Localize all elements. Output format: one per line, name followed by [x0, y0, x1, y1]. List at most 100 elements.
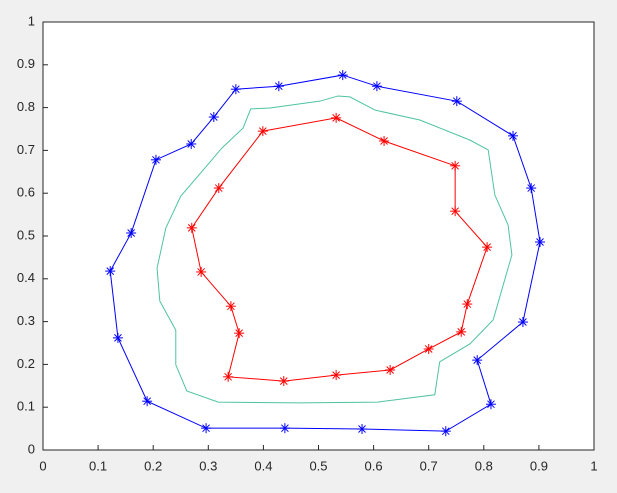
marker [150, 154, 161, 165]
marker-stroke [224, 372, 232, 381]
marker [517, 317, 528, 328]
y-tick-label: 0.1 [17, 399, 35, 414]
x-tick-label: 1 [590, 458, 597, 473]
x-tick-label: 0.3 [199, 458, 217, 473]
marker [201, 423, 212, 434]
marker-stroke [114, 334, 122, 342]
series-line [156, 95, 513, 404]
marker-stroke [519, 318, 527, 326]
marker [535, 236, 546, 247]
marker-stroke [202, 424, 210, 433]
marker-stroke [386, 366, 394, 374]
x-tick-label: 0.6 [365, 458, 383, 473]
marker-stroke [332, 371, 340, 379]
marker-stroke [424, 345, 433, 353]
x-tick-label: 0.9 [530, 458, 548, 473]
marker-stroke [457, 328, 466, 336]
marker [462, 299, 473, 310]
marker-stroke [358, 425, 366, 433]
marker-stroke [451, 161, 460, 170]
marker-stroke [452, 97, 461, 106]
marker-stroke [473, 356, 482, 364]
y-tick-label: 0.8 [17, 99, 35, 114]
marker-stroke [338, 71, 347, 79]
y-tick-label: 1 [28, 13, 35, 28]
marker-stroke [536, 238, 544, 246]
marker-stroke [235, 329, 244, 338]
marker-stroke [197, 268, 205, 276]
marker [273, 81, 284, 92]
marker [450, 206, 461, 217]
marker-stroke [483, 243, 491, 251]
y-tick-label: 0.4 [17, 270, 35, 285]
marker-stroke [274, 82, 283, 91]
marker [526, 183, 537, 194]
marker [451, 96, 462, 107]
x-tick-label: 0.5 [309, 458, 327, 473]
marker [485, 399, 496, 410]
x-tick-label: 0.1 [89, 458, 107, 473]
marker-stroke [451, 207, 460, 216]
marker-stroke [279, 377, 288, 385]
marker [337, 70, 348, 81]
marker [234, 328, 245, 339]
marker [331, 370, 342, 381]
marker [472, 355, 483, 366]
marker-stroke [441, 427, 450, 436]
marker-stroke [332, 114, 340, 122]
axes-box [42, 21, 595, 451]
marker [126, 228, 137, 239]
marker-stroke [187, 140, 196, 148]
marker-stroke [127, 229, 136, 237]
marker-stroke [258, 127, 267, 135]
marker-stroke [209, 113, 218, 121]
y-tick-label: 0.3 [17, 313, 35, 328]
marker-stroke [231, 85, 240, 94]
y-tick-label: 0.7 [17, 142, 35, 157]
marker [225, 301, 236, 312]
marker-stroke [527, 184, 536, 192]
marker [423, 343, 434, 354]
marker [257, 126, 268, 137]
marker [223, 371, 234, 382]
marker-stroke [152, 155, 160, 164]
x-tick-label: 0.2 [144, 458, 162, 473]
x-tick-label: 0 [39, 458, 46, 473]
marker-stroke [463, 300, 472, 308]
marker [278, 376, 289, 387]
marker-stroke [509, 131, 517, 140]
marker [379, 135, 390, 146]
marker [230, 84, 241, 95]
marker [208, 112, 219, 123]
marker [371, 81, 382, 92]
marker [186, 222, 197, 233]
marker-stroke [106, 267, 115, 275]
y-tick-label: 0.6 [17, 185, 35, 200]
marker [213, 183, 224, 194]
marker [279, 423, 290, 434]
marker [385, 364, 396, 375]
marker [440, 426, 451, 437]
y-tick-label: 0.9 [17, 56, 35, 71]
marker [186, 138, 197, 149]
marker-stroke [187, 224, 196, 232]
marker [196, 266, 207, 277]
marker [112, 332, 123, 343]
x-tick-label: 0.8 [475, 458, 493, 473]
marker-stroke [380, 137, 388, 145]
marker-stroke [487, 400, 495, 409]
marker [142, 396, 153, 407]
marker [105, 266, 116, 277]
y-tick-label: 0 [28, 441, 35, 456]
y-tick-label: 0.2 [17, 356, 35, 371]
marker-stroke [227, 302, 235, 311]
marker [450, 160, 461, 171]
marker-stroke [143, 397, 151, 406]
marker [331, 112, 342, 123]
marker [482, 242, 493, 253]
marker [357, 424, 368, 435]
marker [456, 326, 467, 337]
marker [508, 130, 519, 141]
